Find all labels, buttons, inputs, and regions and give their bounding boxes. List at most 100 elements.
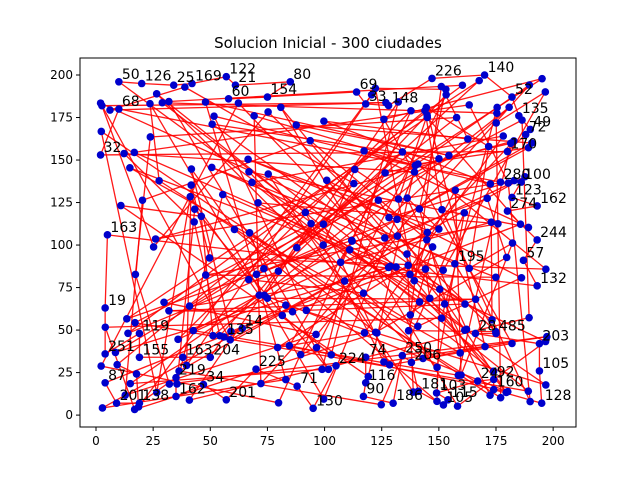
city-point — [332, 361, 340, 370]
city-point — [519, 256, 528, 265]
route-segment — [130, 368, 323, 385]
city-point — [526, 125, 535, 134]
city-label: 170 — [510, 137, 537, 153]
city-label: 130 — [316, 393, 343, 409]
city-point — [435, 225, 443, 233]
city-point — [471, 295, 480, 304]
route-segment — [134, 119, 523, 324]
city-point — [493, 109, 501, 117]
city-point — [336, 258, 345, 267]
city-label: 186 — [396, 388, 423, 404]
city-point — [190, 205, 199, 213]
city-point — [205, 254, 214, 262]
city-label: 203 — [542, 329, 569, 345]
city-point — [146, 133, 155, 141]
city-point — [423, 228, 432, 237]
city-point — [403, 194, 412, 202]
city-point — [394, 98, 403, 106]
city-label: 105 — [446, 390, 473, 406]
city-point — [415, 298, 424, 306]
city-point — [348, 237, 356, 245]
city-point — [524, 143, 533, 152]
city-point — [227, 327, 235, 336]
route-segment — [156, 93, 424, 359]
route-segment — [248, 171, 529, 229]
city-point — [179, 353, 187, 362]
city-point — [432, 389, 441, 397]
city-label: 251 — [108, 339, 135, 355]
city-point — [435, 285, 444, 293]
city-label: 219 — [179, 363, 206, 379]
city-label: 132 — [540, 271, 567, 287]
city-point — [96, 151, 105, 159]
city-label: 201 — [229, 385, 256, 401]
city-point — [135, 329, 144, 338]
city-label: 138 — [142, 388, 169, 404]
route-segment — [425, 107, 486, 347]
city-point — [115, 105, 123, 113]
city-point — [373, 329, 381, 337]
route-segment — [188, 223, 312, 401]
city-point — [510, 176, 518, 185]
city-point — [428, 243, 437, 251]
route-segment — [100, 150, 508, 156]
city-point — [255, 291, 264, 299]
city-label: 122 — [229, 62, 256, 78]
city-point — [186, 192, 195, 201]
city-point — [124, 329, 132, 338]
city-point — [414, 322, 422, 331]
chart-title: Solucion Inicial - 300 ciudades — [214, 34, 442, 52]
route-segment — [277, 264, 409, 349]
city-point — [165, 306, 173, 315]
city-point — [301, 208, 310, 217]
city-point — [98, 101, 106, 110]
city-point — [185, 396, 194, 404]
city-point — [173, 380, 181, 388]
city-label: 68 — [122, 94, 140, 110]
city-point — [382, 98, 390, 107]
city-point — [285, 341, 294, 350]
city-label: 72 — [529, 120, 547, 136]
city-point — [130, 148, 139, 157]
route-segment — [522, 260, 538, 287]
city-label: 128 — [545, 388, 572, 404]
route-segment — [397, 114, 428, 200]
city-point — [517, 178, 525, 186]
city-point — [174, 335, 182, 344]
city-point — [410, 168, 419, 176]
route-segment — [349, 249, 547, 386]
city-label: 162 — [540, 191, 567, 207]
city-label: 126 — [145, 69, 172, 85]
city-point — [445, 151, 453, 160]
route-segment — [426, 80, 480, 116]
city-point — [274, 399, 283, 407]
city-label: 226 — [435, 63, 462, 79]
route-segment — [120, 204, 202, 217]
route-segment — [309, 140, 428, 241]
y-tick-label: 100 — [50, 238, 73, 252]
city-point — [524, 223, 533, 232]
city-point — [293, 243, 301, 252]
y-tick-label: 175 — [50, 111, 73, 125]
route-segment — [296, 80, 480, 249]
city-point — [137, 79, 146, 88]
route-segment — [486, 198, 508, 258]
city-label: 204 — [213, 342, 240, 358]
city-point — [244, 155, 252, 164]
route-segment — [495, 91, 546, 124]
city-point — [503, 147, 512, 156]
city-label: 49 — [533, 114, 551, 130]
route-segment — [247, 158, 440, 230]
city-point — [526, 397, 534, 406]
city-point — [521, 172, 529, 181]
route-segment — [296, 385, 314, 409]
route-segment — [118, 108, 501, 183]
city-point — [360, 329, 369, 337]
route-segment — [129, 167, 461, 354]
city-point — [464, 135, 472, 143]
city-point — [492, 119, 501, 127]
city-point — [277, 103, 285, 112]
route-segment — [409, 86, 443, 315]
city-point — [134, 403, 143, 411]
city-point — [327, 351, 336, 359]
